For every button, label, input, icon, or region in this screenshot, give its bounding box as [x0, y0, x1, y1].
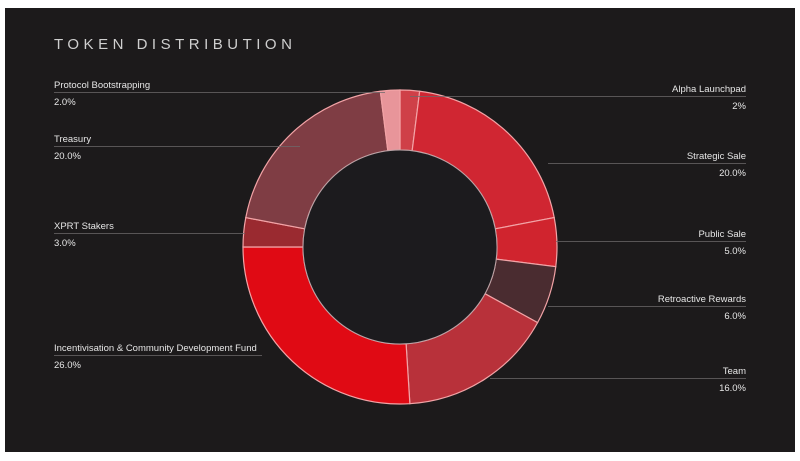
chart-title: TOKEN DISTRIBUTION — [54, 36, 297, 53]
label-name: Team — [723, 366, 746, 377]
label-value: 16.0% — [719, 383, 746, 394]
donut-hole — [302, 149, 498, 345]
label-value: 20.0% — [54, 151, 81, 162]
label-value: 5.0% — [724, 246, 746, 257]
label-value: 20.0% — [719, 168, 746, 179]
label-name: Retroactive Rewards — [658, 294, 746, 305]
label-name: Strategic Sale — [687, 151, 746, 162]
label-name: Alpha Launchpad — [672, 84, 746, 95]
label-name: Treasury — [54, 134, 91, 145]
label-value: 26.0% — [54, 360, 81, 371]
label-name: XPRT Stakers — [54, 221, 114, 232]
label-name: Protocol Bootstrapping — [54, 80, 150, 91]
label-name: Public Sale — [698, 229, 746, 240]
label-name: Incentivisation & Community Development … — [54, 343, 257, 354]
label-value: 6.0% — [724, 311, 746, 322]
label-value: 2% — [732, 101, 746, 112]
label-value: 2.0% — [54, 97, 76, 108]
label-value: 3.0% — [54, 238, 76, 249]
